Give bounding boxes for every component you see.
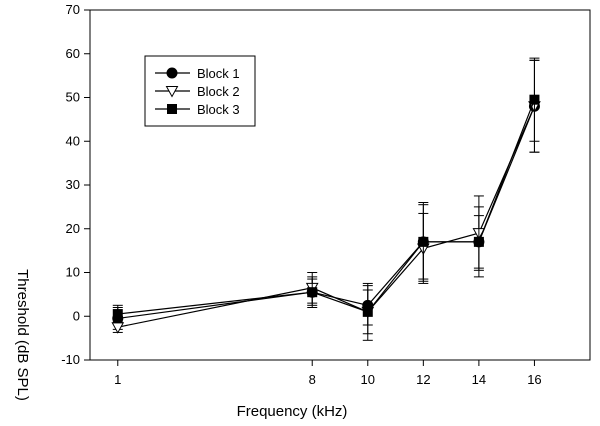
legend-label: Block 3: [197, 102, 240, 117]
y-tick-label: 20: [66, 221, 80, 236]
data-point: [418, 236, 429, 247]
legend: Block 1 Block 2 Block 3: [144, 55, 256, 127]
data-point: [112, 309, 123, 320]
x-tick-label: 12: [416, 372, 430, 387]
y-tick-label: -10: [61, 352, 80, 367]
y-tick-label: 70: [66, 2, 80, 17]
legend-marker: [165, 86, 179, 98]
x-tick-label: 14: [472, 372, 486, 387]
data-point: [362, 306, 373, 317]
series-3: [112, 57, 540, 335]
y-axis-title: Threshold (dB SPL): [14, 269, 31, 401]
legend-marker: [167, 104, 177, 114]
legend-item: Block 3: [155, 102, 240, 117]
x-tick-label: 1: [114, 372, 121, 387]
y-tick-label: 10: [66, 265, 80, 280]
data-point: [473, 236, 484, 247]
legend-marker: [166, 67, 178, 79]
series-line: [117, 99, 536, 315]
legend-item: Block 1: [155, 66, 240, 81]
series-line: [117, 106, 535, 328]
x-tick-label: 8: [309, 372, 316, 387]
x-axis: 1 8 10 12 14 16: [114, 360, 542, 387]
x-tick-label: 10: [361, 372, 375, 387]
y-tick-label: 50: [66, 90, 80, 105]
y-tick-label: 0: [73, 308, 80, 323]
series-line: [117, 106, 535, 320]
y-tick-label: 60: [66, 46, 80, 61]
data-point: [111, 322, 125, 334]
y-tick-label: 40: [66, 133, 80, 148]
y-axis: -10 0 10 20 30 40 50 60 70: [61, 2, 90, 367]
series-group: [111, 57, 541, 341]
data-point: [307, 287, 318, 298]
legend-item: Block 2: [155, 84, 240, 99]
x-tick-label: 16: [527, 372, 541, 387]
x-axis-title: Frequency (kHz): [237, 403, 348, 420]
y-tick-label: 30: [66, 177, 80, 192]
legend-label: Block 1: [197, 66, 240, 81]
data-point: [529, 94, 540, 105]
legend-label: Block 2: [197, 84, 240, 99]
